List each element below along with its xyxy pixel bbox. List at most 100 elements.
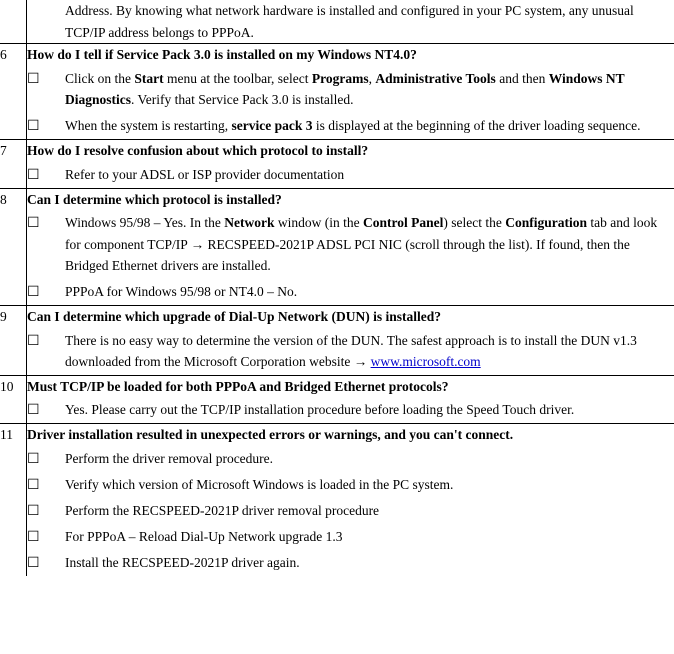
question-text: How do I tell if Service Pack 3.0 is ins…	[27, 44, 674, 66]
answer-cell: ☐Yes. Please carry out the TCP/IP instal…	[27, 397, 674, 424]
answer-cell: ☐Click on the Start menu at the toolbar,…	[27, 66, 674, 113]
row-number	[0, 66, 27, 113]
question-text: Can I determine which upgrade of Dial-Up…	[27, 306, 674, 328]
text: PPPoA for Windows 95/98 or NT4.0 – No.	[65, 284, 297, 299]
text: Refer to your ADSL or ISP provider docum…	[65, 167, 344, 182]
checklist-text: Click on the Start menu at the toolbar, …	[65, 68, 674, 111]
checkbox-icon: ☐	[27, 281, 65, 303]
text: and then	[496, 71, 549, 86]
checkbox-icon: ☐	[27, 500, 65, 522]
text: Windows 95/98 – Yes. In the	[65, 215, 224, 230]
answer-cell: ☐Windows 95/98 – Yes. In the Network win…	[27, 210, 674, 279]
row-number	[0, 397, 27, 424]
checklist-item: ☐Install the RECSPEED-2021P driver again…	[27, 550, 674, 576]
text: Perform the driver removal procedure.	[65, 451, 273, 466]
checklist-item: ☐Refer to your ADSL or ISP provider docu…	[27, 162, 674, 188]
row-number	[0, 162, 27, 189]
row-number	[0, 498, 27, 524]
text: Install the RECSPEED-2021P driver again.	[65, 555, 300, 570]
answer-cell: ☐Perform the RECSPEED-2021P driver remov…	[27, 498, 674, 524]
answer-cell: ☐For PPPoA – Reload Dial-Up Network upgr…	[27, 524, 674, 550]
checklist-item: ☐When the system is restarting, service …	[27, 113, 674, 139]
answer-cell: ☐There is no easy way to determine the v…	[27, 328, 674, 376]
checklist-text: Perform the driver removal procedure.	[65, 448, 674, 470]
checkbox-icon: ☐	[27, 115, 65, 137]
answer-cell: Address. By knowing what network hardwar…	[27, 0, 674, 44]
row-number	[0, 113, 27, 140]
faq-tbody: Address. By knowing what network hardwar…	[0, 0, 674, 576]
checkbox-icon: ☐	[27, 448, 65, 470]
text: menu at the toolbar, select	[164, 71, 312, 86]
checklist-text: Yes. Please carry out the TCP/IP install…	[65, 399, 674, 421]
checklist-item: ☐For PPPoA – Reload Dial-Up Network upgr…	[27, 524, 674, 550]
question-cell: How do I tell if Service Pack 3.0 is ins…	[27, 44, 674, 66]
answer-cell: ☐Verify which version of Microsoft Windo…	[27, 472, 674, 498]
text: Perform the RECSPEED-2021P driver remova…	[65, 503, 379, 518]
bold-text: Network	[224, 215, 274, 230]
text: Address. By knowing what network hardwar…	[65, 3, 634, 40]
checkbox-icon: ☐	[27, 330, 65, 373]
text: There is no easy way to determine the ve…	[65, 333, 637, 370]
row-number	[0, 524, 27, 550]
row-number: 6	[0, 44, 27, 66]
bold-text: Start	[134, 71, 163, 86]
arrow-icon: →	[354, 354, 368, 369]
row-number	[0, 279, 27, 306]
row-number	[0, 328, 27, 376]
row-number: 10	[0, 375, 27, 397]
checklist-text: When the system is restarting, service p…	[65, 115, 674, 137]
checklist-text: Verify which version of Microsoft Window…	[65, 474, 674, 496]
row-number	[0, 550, 27, 576]
arrow-icon: →	[191, 237, 205, 252]
checklist-text: Install the RECSPEED-2021P driver again.	[65, 552, 674, 574]
checklist-item: ☐Windows 95/98 – Yes. In the Network win…	[27, 210, 674, 279]
text: . Verify that Service Pack 3.0 is instal…	[131, 92, 353, 107]
checklist-text: Perform the RECSPEED-2021P driver remova…	[65, 500, 674, 522]
row-number: 8	[0, 188, 27, 210]
continuation-text: Address. By knowing what network hardwar…	[65, 0, 674, 43]
question-cell: Can I determine which upgrade of Dial-Up…	[27, 305, 674, 327]
checklist-item: ☐Click on the Start menu at the toolbar,…	[27, 66, 674, 113]
checklist-text: PPPoA for Windows 95/98 or NT4.0 – No.	[65, 281, 674, 303]
text: When the system is restarting,	[65, 118, 231, 133]
bold-text: Administrative Tools	[375, 71, 495, 86]
question-text: How do I resolve confusion about which p…	[27, 140, 674, 162]
bold-text: Configuration	[505, 215, 587, 230]
question-cell: Can I determine which protocol is instal…	[27, 188, 674, 210]
checkbox-icon: ☐	[27, 552, 65, 574]
row-number: 7	[0, 139, 27, 161]
question-text: Can I determine which protocol is instal…	[27, 189, 674, 211]
bold-text: Control Panel	[363, 215, 443, 230]
text: Click on the	[65, 71, 134, 86]
checklist-item: ☐Yes. Please carry out the TCP/IP instal…	[27, 397, 674, 423]
checkbox-icon: ☐	[27, 399, 65, 421]
text: is displayed at the beginning of the dri…	[312, 118, 640, 133]
answer-cell: ☐When the system is restarting, service …	[27, 113, 674, 140]
checklist-item: ☐Perform the driver removal procedure.	[27, 446, 674, 472]
text: window (in the	[274, 215, 363, 230]
answer-cell: ☐Install the RECSPEED-2021P driver again…	[27, 550, 674, 576]
checklist-item: ☐PPPoA for Windows 95/98 or NT4.0 – No.	[27, 279, 674, 305]
checklist-item: ☐There is no easy way to determine the v…	[27, 328, 674, 375]
text: Yes. Please carry out the TCP/IP install…	[65, 402, 574, 417]
checkbox-icon: ☐	[27, 526, 65, 548]
row-number: 9	[0, 305, 27, 327]
checklist-text: Windows 95/98 – Yes. In the Network wind…	[65, 212, 674, 277]
checklist-text: For PPPoA – Reload Dial-Up Network upgra…	[65, 526, 674, 548]
question-cell: How do I resolve confusion about which p…	[27, 139, 674, 161]
link[interactable]: www.microsoft.com	[371, 354, 481, 369]
checklist-text: Refer to your ADSL or ISP provider docum…	[65, 164, 674, 186]
checkbox-icon: ☐	[27, 68, 65, 111]
bold-text: Programs	[312, 71, 369, 86]
checklist-item: ☐Perform the RECSPEED-2021P driver remov…	[27, 498, 674, 524]
question-cell: Must TCP/IP be loaded for both PPPoA and…	[27, 375, 674, 397]
row-number	[0, 472, 27, 498]
answer-cell: ☐PPPoA for Windows 95/98 or NT4.0 – No.	[27, 279, 674, 306]
text: For PPPoA – Reload Dial-Up Network upgra…	[65, 529, 342, 544]
answer-cell: ☐Refer to your ADSL or ISP provider docu…	[27, 162, 674, 189]
question-text: Driver installation resulted in unexpect…	[27, 424, 674, 446]
checklist-text: There is no easy way to determine the ve…	[65, 330, 674, 373]
bold-text: service pack 3	[231, 118, 312, 133]
row-number	[0, 446, 27, 472]
question-cell: Driver installation resulted in unexpect…	[27, 424, 674, 446]
